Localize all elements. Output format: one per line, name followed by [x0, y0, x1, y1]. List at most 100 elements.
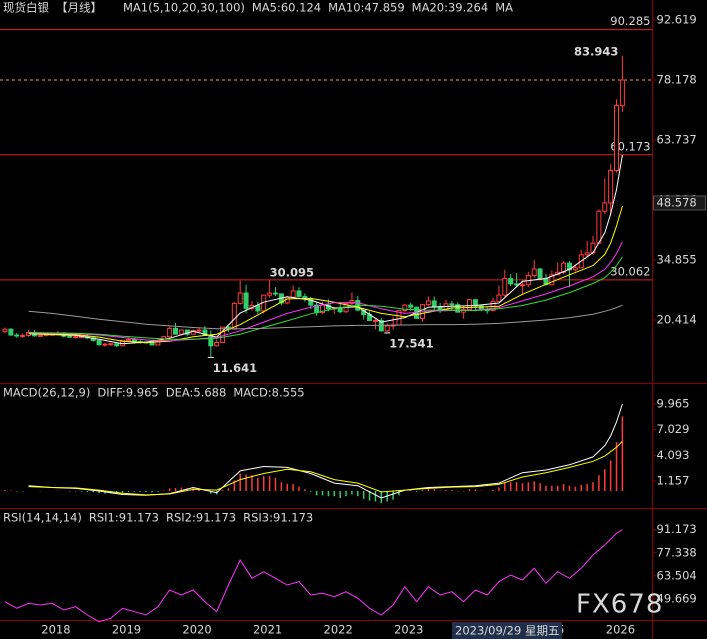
candle-body — [608, 169, 614, 204]
candle-body — [114, 343, 120, 347]
y-tick-label: 4.093 — [657, 448, 690, 462]
x-tick-label: 2026 — [606, 623, 635, 637]
high-label: 30.095 — [270, 265, 314, 279]
legend-entry: MA — [495, 1, 513, 15]
candle-body — [537, 268, 543, 279]
candle-body — [125, 339, 131, 342]
y-tick-label: 77.338 — [657, 545, 697, 559]
candle-body — [455, 304, 461, 313]
y-tick-label: 20.414 — [657, 312, 697, 326]
candle-body — [108, 343, 114, 346]
indicator-title: MA1(5,10,20,30,100) — [123, 1, 245, 15]
legend-entry: MACD:8.555 — [233, 386, 304, 400]
y-tick-label: 1.157 — [657, 473, 690, 487]
candle-body — [96, 339, 102, 346]
legend-entry: MA5:60.124 — [252, 1, 321, 15]
instrument: 现货白银 — [3, 1, 49, 15]
candle-body — [37, 334, 43, 337]
y-tick-label: 91.173 — [657, 522, 697, 536]
indicator-title: RSI(14,14,14) — [3, 511, 82, 525]
candle-body — [173, 327, 179, 335]
candle-body — [231, 302, 237, 330]
candle-body — [561, 262, 567, 273]
low-label: 11.641 — [213, 361, 257, 375]
x-tick-label: 2018 — [41, 623, 70, 637]
legend-entry: RSI1:91.173 — [89, 511, 159, 525]
candle-body — [102, 343, 108, 346]
series-line — [28, 440, 623, 496]
x-tick-label: 2021 — [253, 623, 282, 637]
candle-body — [490, 300, 496, 311]
candle-body — [402, 304, 408, 311]
candle-body — [14, 334, 20, 337]
candle-body — [20, 334, 26, 337]
reference-label: 60.173 — [610, 139, 650, 153]
legend-entry: RSI3:91.173 — [243, 511, 313, 525]
series-line — [28, 241, 623, 342]
candle-body — [178, 329, 184, 335]
x-tick-label: 2019 — [112, 623, 141, 637]
candle-body — [8, 328, 14, 336]
candle-body — [519, 284, 525, 287]
candle-body — [596, 210, 602, 244]
price-tag: 48.578 — [657, 195, 697, 209]
period: 【月线】 — [56, 1, 102, 15]
candle-body — [449, 303, 455, 306]
y-tick-label: 34.855 — [657, 252, 697, 266]
x-tick-label: 2023 — [394, 623, 423, 637]
candle-body — [73, 336, 79, 339]
candle-body — [237, 292, 243, 304]
series-line — [28, 205, 623, 344]
high-label: 83.943 — [574, 45, 618, 59]
series-line — [28, 154, 623, 345]
y-tick-label: 63.504 — [657, 568, 697, 582]
candle-body — [602, 202, 608, 212]
candle-body — [384, 325, 390, 332]
candle-body — [619, 79, 625, 107]
legend-entry: DEA:5.688 — [166, 386, 227, 400]
legend-entry: DIFF:9.965 — [97, 386, 158, 400]
candle-body — [267, 292, 273, 296]
series-line — [4, 529, 623, 623]
candle-body — [502, 277, 508, 296]
candle-body — [208, 334, 214, 347]
series-line — [28, 403, 623, 499]
x-tick-label: 2020 — [182, 623, 211, 637]
candle-body — [514, 283, 520, 286]
y-tick-label: 78.178 — [657, 72, 697, 86]
candle-body — [149, 341, 155, 346]
candle-body — [196, 329, 202, 332]
candle-body — [67, 335, 73, 338]
candle-body — [167, 327, 173, 338]
candle-body — [425, 300, 431, 306]
legend-entry: MA10:47.859 — [328, 1, 405, 15]
crosshair-label: 2023/09/29 星期五 — [455, 624, 559, 638]
watermark: FX678 — [576, 590, 663, 620]
candle-body — [408, 304, 414, 308]
y-tick-label: 9.965 — [657, 397, 690, 411]
candle-body — [496, 294, 502, 302]
candle-body — [431, 300, 437, 308]
reference-label: 30.062 — [610, 264, 650, 278]
y-tick-label: 49.669 — [657, 591, 697, 605]
y-tick-label: 92.619 — [657, 12, 697, 26]
price-tag-box — [653, 195, 706, 211]
candle-body — [349, 300, 355, 304]
legend-entry: MA20:39.264 — [412, 1, 489, 15]
x-tick-label: 2022 — [324, 623, 353, 637]
candle-body — [549, 274, 555, 286]
candle-body — [296, 290, 302, 297]
candle-body — [243, 292, 249, 309]
candle-body — [255, 305, 261, 312]
candle-body — [155, 340, 161, 346]
series-line — [28, 256, 623, 340]
candle-body — [614, 105, 620, 171]
y-tick-label: 63.737 — [657, 132, 697, 146]
candle-body — [272, 292, 278, 295]
candle-body — [372, 319, 378, 322]
candle-body — [214, 341, 220, 347]
candle-body — [2, 328, 8, 333]
candle-body — [584, 252, 590, 256]
